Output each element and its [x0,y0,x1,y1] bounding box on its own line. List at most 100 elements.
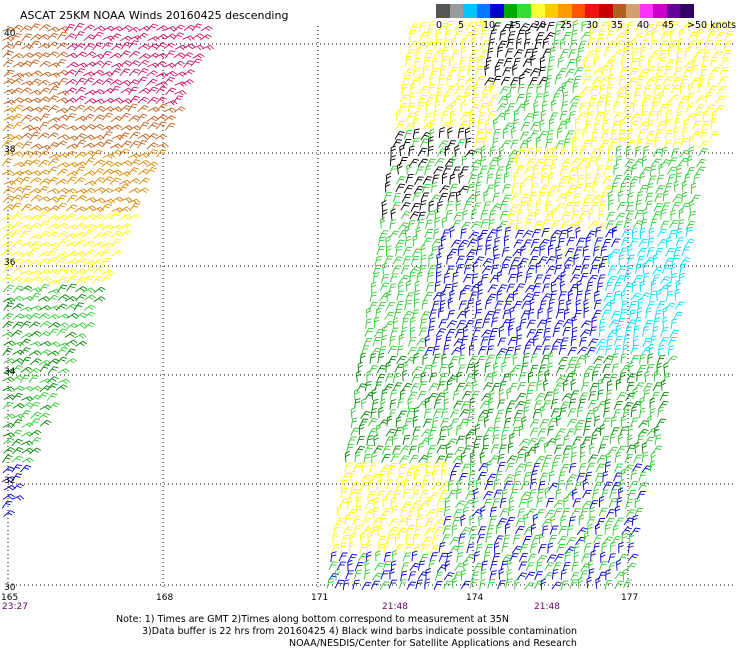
wind-barb [21,241,34,248]
wind-barb [417,158,429,167]
wind-barb [380,216,386,229]
wind-barb [554,320,565,329]
wind-barb [402,434,411,445]
wind-barb [479,102,488,113]
wind-barb [385,181,391,193]
wind-barb [11,202,22,211]
wind-barb [657,344,665,356]
wind-barb [487,100,493,113]
wind-barb [560,220,570,230]
wind-barb [542,274,552,284]
wind-barb [507,210,517,220]
wind-barb [555,140,565,150]
wind-barb [452,516,461,527]
wind-barb [516,271,523,283]
wind-barb [571,443,577,455]
wind-barb [146,133,159,141]
wind-barb [445,20,454,31]
wind-barb [391,434,398,446]
wind-barb [528,489,537,500]
wind-barb [698,148,708,157]
wind-barb [489,94,499,104]
wind-barb [615,145,622,157]
wind-barb [625,509,636,518]
wind-barb [532,408,541,419]
wind-barb [494,353,502,365]
wind-barb [457,478,463,491]
wind-barb [701,56,709,67]
wind-barb [434,207,440,220]
wind-barb [530,238,540,248]
wind-barb [534,571,544,581]
wind-barb [350,427,360,437]
wind-barb [483,201,491,212]
wind-barb [587,38,596,49]
wind-barb [441,172,448,185]
wind-barb [551,461,559,472]
wind-barb [654,425,660,438]
wind-barb [602,238,611,249]
wind-barb [38,241,51,248]
wind-barb [66,204,78,212]
wind-barb [503,480,513,490]
wind-barb [610,55,616,67]
legend-label-25: 25 [560,20,573,31]
wind-barb [494,174,502,185]
wind-barb [46,376,59,383]
wind-barb [110,85,121,94]
wind-barb [531,173,537,185]
wind-barb [506,568,512,581]
legend-swatch [639,4,654,18]
wind-barb [497,453,505,465]
wind-barb [374,562,385,571]
wind-barb [101,257,112,266]
wind-barb [172,95,184,104]
wind-barb [365,318,372,329]
wind-barb [37,391,49,400]
wind-barb [647,353,653,365]
wind-barb [11,447,24,455]
wind-barb [659,103,668,114]
wind-barb [492,192,500,203]
wind-barb [616,201,627,211]
wind-barb [504,226,511,238]
wind-barb [73,104,86,112]
wind-barb [391,505,398,517]
wind-barb [640,218,648,230]
wind-barb [460,514,466,527]
wind-barb [669,329,680,339]
wind-barb [64,296,77,302]
wind-barb [463,264,472,275]
wind-barb [420,254,427,266]
wind-barb [681,180,688,193]
wind-barb [47,279,60,286]
wind-barb [662,316,668,328]
wind-barb [381,453,391,463]
wind-barb [369,353,377,364]
wind-barb [417,442,424,454]
wind-barb [513,109,520,121]
wind-barb [349,532,355,545]
wind-barb [439,185,450,194]
wind-barb [1,43,14,50]
wind-barb [632,387,638,400]
wind-barb [84,197,97,203]
wind-barb [665,59,676,68]
wind-barb [423,56,432,67]
wind-barb [623,401,634,411]
wind-barb [626,254,635,265]
wind-barb [703,110,709,122]
wind-barb [344,462,353,472]
wind-barb [623,464,634,473]
wind-barb [56,202,68,211]
wind-barb [543,148,553,158]
wind-barb [519,23,530,32]
wind-barb [591,128,598,140]
wind-barb [526,265,536,274]
wind-barb [352,463,363,472]
wind-barb [514,345,521,356]
wind-barb [660,220,670,230]
wind-barb [639,407,646,419]
wind-barb [620,415,627,427]
wind-barb [92,42,104,51]
